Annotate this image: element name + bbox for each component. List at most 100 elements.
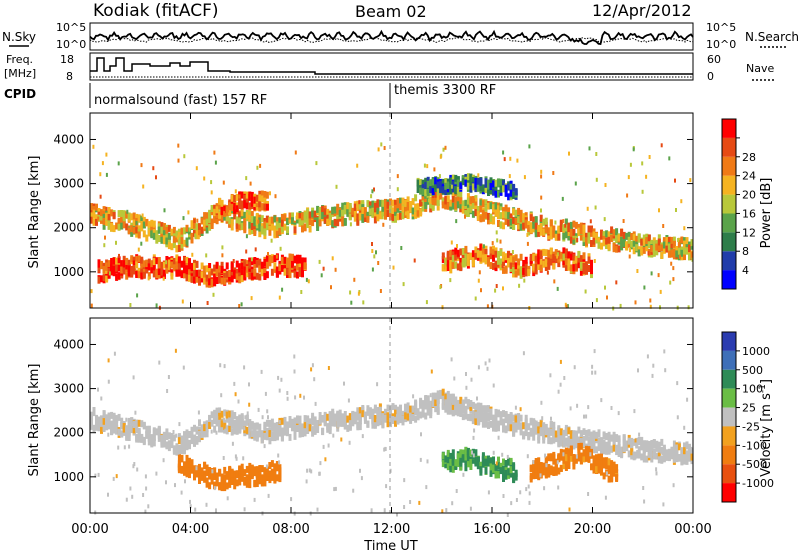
echo-cell [177,256,181,264]
echo-cell [532,428,536,436]
echo-cell [660,252,664,259]
echo-cell [502,423,505,431]
echo-cell [240,209,244,217]
echo-cell [451,202,455,210]
echo-cell [298,256,302,264]
echo-cell [288,416,292,424]
echo-cell [378,412,382,419]
echo-cell [147,263,151,271]
echo-cell [605,237,609,245]
echo-cell [497,410,500,418]
echo-cell [534,465,538,473]
echo-cell [260,215,264,223]
echo-cell [228,418,232,426]
echo-cell [190,459,194,467]
echo-cell [556,254,559,259]
echo-cell [502,222,505,230]
echo-cell [253,433,257,441]
echo-cell [140,215,144,223]
echo-cell [595,152,598,156]
echo-cell [396,205,400,213]
echo-cell [499,258,503,266]
echo-cell [597,453,601,461]
echo-cell [542,436,546,444]
echo-cell [484,254,488,262]
echo-cell [434,399,438,406]
echo-cell [296,216,299,224]
echo-cell [243,507,246,512]
echo-cell [633,409,636,414]
echo-cell [243,211,247,219]
echo-cell [670,261,673,266]
echo-cell [507,193,511,201]
echo-cell [481,412,485,420]
echo-cell [399,404,402,412]
echo-cell [205,218,209,226]
echo-cell [328,417,332,425]
echo-cell [135,271,139,278]
echo-cell [502,259,505,267]
freq-tick-bottom: 8 [66,70,73,83]
echo-cell [495,230,498,235]
echo-cell [205,430,209,438]
echo-cell [298,426,302,434]
echo-cell [130,424,134,432]
echo-cell [210,268,214,276]
echo-cell [502,418,505,426]
echo-cell [476,413,480,421]
echo-cell [519,215,523,223]
echo-cell [662,444,666,452]
echo-cell [110,224,114,232]
echo-cell [220,261,224,269]
echo-cell [414,211,418,219]
echo-cell [577,250,581,258]
y-tick-label: 2000 [53,221,84,235]
echo-cell [273,434,277,442]
echo-cell [248,272,252,280]
echo-cell [191,252,194,257]
echo-cell [230,275,234,283]
echo-cell [537,470,541,478]
echo-cell [215,261,219,269]
echo-cell [529,418,533,426]
echo-cell [562,462,566,470]
echo-cell [343,417,347,425]
echo-cell [112,211,116,219]
echo-cell [318,219,322,227]
echo-cell [660,455,664,463]
echo-cell [642,446,646,454]
echo-cell [157,425,161,433]
echo-cell [627,236,631,244]
echo-cell [539,228,543,236]
echo-cell [265,466,269,474]
echo-cell [519,414,523,422]
echo-cell [190,264,194,272]
echo-cell [346,202,350,210]
echo-cell [299,393,302,398]
echo-cell [213,279,217,287]
echo-cell [268,254,272,262]
echo-cell [218,483,222,491]
echo-cell [376,419,380,426]
x-tick-label: 04:00 [172,522,209,537]
echo-cell [451,174,455,182]
echo-cell [464,253,468,261]
echo-cell [642,486,645,490]
echo-cell [293,511,296,516]
echo-cell [228,202,232,210]
echo-cell [620,236,624,244]
echo-cell [293,255,297,263]
echo-cell [240,419,244,426]
echo-cell [677,443,681,451]
echo-cell [456,399,460,407]
echo-cell [595,458,598,466]
echo-cell [474,198,478,206]
echo-cell [411,413,415,421]
echo-cell [394,404,397,412]
echo-cell [567,258,571,266]
echo-cell [322,444,325,449]
echo-cell [586,206,589,211]
echo-cell [253,480,257,488]
echo-cell [357,291,360,296]
echo-cell [105,172,108,177]
